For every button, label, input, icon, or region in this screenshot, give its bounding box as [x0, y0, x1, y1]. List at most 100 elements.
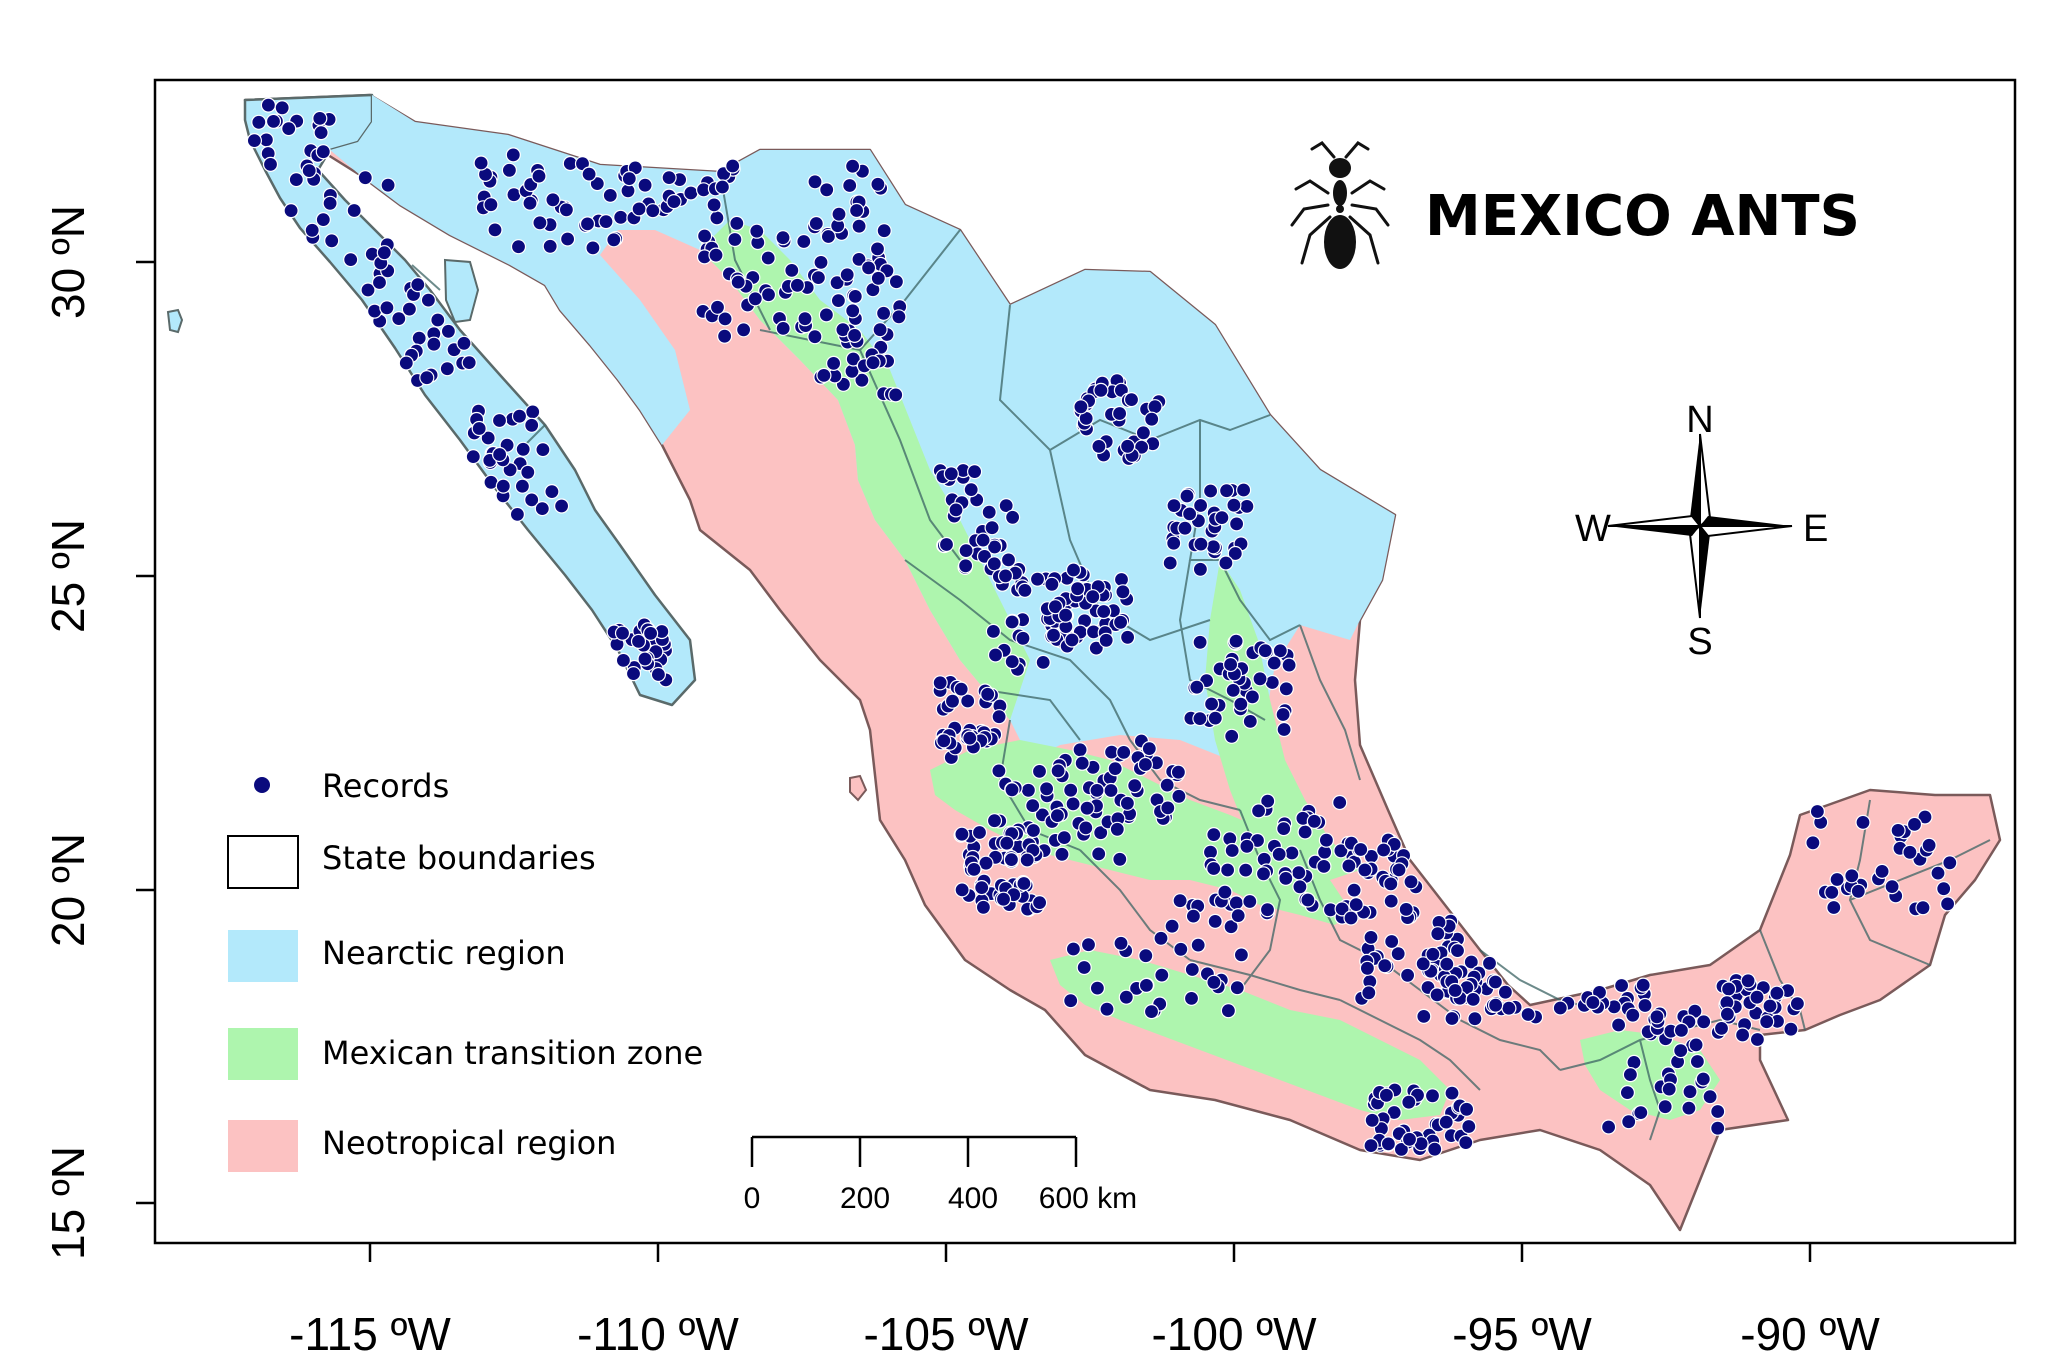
record-point: [1378, 1087, 1395, 1103]
record-point: [602, 187, 618, 203]
record-point: [281, 121, 297, 137]
record-point: [1224, 842, 1240, 859]
record-point: [343, 252, 359, 268]
record-point: [1119, 795, 1136, 811]
record-point: [1276, 721, 1292, 738]
record-point: [1720, 981, 1737, 997]
record-point: [1255, 866, 1272, 882]
record-point: [943, 466, 959, 482]
record-point: [1054, 846, 1070, 862]
record-point: [870, 270, 886, 286]
record-point: [1461, 1118, 1477, 1135]
legend-transition-label: Mexican transition zone: [322, 1034, 703, 1072]
record-point: [957, 558, 974, 574]
record-point: [1380, 1136, 1397, 1152]
record-point: [1332, 794, 1348, 811]
record-point: [860, 260, 877, 276]
legend-nearctic-symbol: [228, 930, 298, 982]
record-point: [1276, 820, 1292, 837]
record-point: [1088, 640, 1104, 656]
record-point: [246, 133, 262, 149]
record-point: [725, 158, 741, 174]
record-point: [473, 155, 489, 171]
record-point: [1233, 696, 1249, 712]
record-point: [1458, 1101, 1475, 1117]
record-point: [606, 232, 622, 248]
record-point: [1398, 901, 1414, 918]
record-point: [1682, 1084, 1698, 1100]
record-point: [522, 195, 538, 211]
record-point: [511, 408, 528, 424]
record-point: [1171, 788, 1187, 804]
record-point: [796, 233, 812, 250]
record-point: [1065, 562, 1082, 578]
record-point: [944, 693, 961, 709]
record-point: [301, 163, 317, 179]
state-boundary: [411, 264, 441, 291]
record-point: [709, 299, 726, 315]
record-point: [558, 202, 575, 218]
island-isla-guadalupe: [166, 308, 184, 334]
record-point: [1673, 1022, 1690, 1039]
record-point: [727, 231, 743, 248]
record-point: [760, 250, 776, 266]
record-point: [1416, 1008, 1432, 1025]
record-point: [1159, 777, 1175, 793]
record-point: [1138, 977, 1155, 994]
record-point: [637, 651, 653, 667]
record-point: [1079, 800, 1095, 816]
record-point: [1080, 937, 1097, 953]
record-point: [1278, 870, 1294, 887]
state-boundary: [1339, 999, 1481, 1091]
state-boundary: [984, 689, 1081, 741]
record-point: [1135, 425, 1152, 441]
record-point: [1089, 980, 1106, 996]
record-point: [1206, 826, 1222, 843]
record-point: [1341, 858, 1357, 874]
record-point: [1057, 607, 1074, 623]
state-boundary: [1419, 989, 1561, 1071]
record-point: [966, 861, 982, 878]
record-point: [1238, 862, 1254, 878]
legend-records-symbol: [254, 777, 270, 793]
record-point: [411, 330, 427, 346]
record-point: [869, 241, 886, 257]
record-point: [625, 665, 642, 682]
record-point: [1025, 797, 1041, 814]
record-point: [1093, 382, 1109, 398]
record-point: [1316, 858, 1332, 875]
record-point: [1228, 633, 1244, 649]
record-point: [962, 730, 978, 746]
record-point: [1223, 919, 1239, 935]
record-point: [1091, 438, 1107, 454]
record-point: [842, 177, 858, 194]
record-point: [1444, 1085, 1460, 1101]
record-point: [1481, 955, 1498, 971]
record-point: [1166, 498, 1182, 514]
record-point: [1025, 822, 1042, 839]
record-point: [1004, 782, 1020, 798]
record-point: [1375, 842, 1392, 858]
record-point: [1259, 902, 1276, 918]
record-point: [1222, 656, 1239, 673]
state-boundary: [904, 559, 1131, 741]
record-point: [1214, 509, 1230, 526]
record-point: [1119, 629, 1136, 645]
record-point: [1225, 682, 1241, 699]
record-point: [1220, 1003, 1237, 1019]
record-point: [492, 446, 508, 463]
state-boundary: [1189, 959, 1341, 1001]
record-point: [666, 194, 682, 210]
record-point: [456, 335, 472, 351]
island-isla-tiburon: [443, 258, 480, 324]
record-point: [1449, 942, 1466, 959]
record-point: [1069, 581, 1086, 597]
record-point: [1147, 399, 1163, 415]
record-point: [1844, 868, 1860, 884]
record-point: [1207, 913, 1223, 930]
record-point: [1137, 756, 1154, 773]
record-point: [831, 206, 847, 222]
record-point: [1173, 941, 1189, 957]
record-point: [1809, 803, 1826, 820]
record-point: [1063, 782, 1079, 798]
